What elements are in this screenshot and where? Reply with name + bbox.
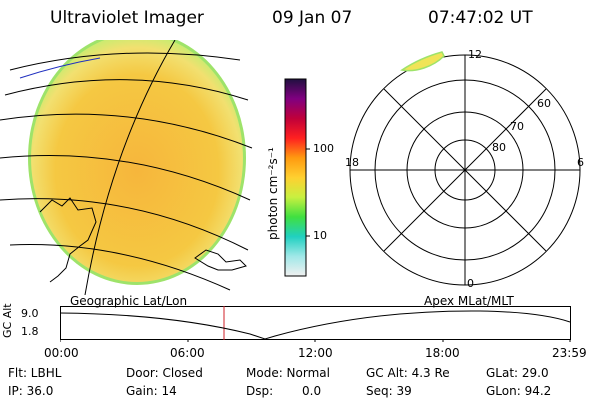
dsp-value: 0.0 xyxy=(302,384,322,398)
dsp-label: Dsp: xyxy=(246,384,274,398)
altitude-curve xyxy=(60,310,571,340)
coastline xyxy=(39,197,247,283)
coastline-blue xyxy=(19,57,101,79)
colorbar-tick-10: 10 xyxy=(313,229,327,242)
gc-alt-status: GC Alt: 4.3 Re xyxy=(366,366,450,380)
ip-status: IP: 36.0 xyxy=(8,384,54,398)
time-tick-2359: 23:59 xyxy=(552,346,587,360)
latitude-lines xyxy=(0,52,253,291)
image-date: 09 Jan 07 xyxy=(272,8,353,28)
mlt-label-18: 18 xyxy=(345,156,359,169)
alt-tick-9: 9.0 xyxy=(21,307,39,320)
meridian-line xyxy=(84,40,176,295)
glon-status: GLon: 94.2 xyxy=(486,384,552,398)
time-tick-0600: 06:00 xyxy=(170,346,205,360)
mlat-label-70: 70 xyxy=(510,120,524,133)
apex-caption: Apex MLat/MLT xyxy=(424,294,514,308)
uv-image-geographic xyxy=(0,40,253,295)
mlt-label-12: 12 xyxy=(468,48,482,61)
seq-status: Seq: 39 xyxy=(366,384,412,398)
mlat-label-80: 80 xyxy=(492,141,506,154)
door-status: Door: Closed xyxy=(126,366,203,380)
mode-status: Mode: Normal xyxy=(246,366,330,380)
polar-diagonal-2 xyxy=(383,88,547,252)
image-time: 07:47:02 UT xyxy=(428,8,533,28)
auroral-patch xyxy=(400,51,445,72)
color-scale-bar xyxy=(284,78,310,277)
mlat-label-60: 60 xyxy=(537,97,551,110)
filter-status: Flt: LBHL xyxy=(8,366,62,380)
mlt-label-6: 6 xyxy=(577,156,584,169)
time-tick-1800: 18:00 xyxy=(425,346,460,360)
colorbar-tick-100: 100 xyxy=(313,142,334,155)
gain-status: Gain: 14 xyxy=(126,384,177,398)
geographic-caption: Geographic Lat/Lon xyxy=(70,294,188,308)
gc-alt-axis-label: GC Alt xyxy=(1,303,14,338)
time-tick-0000: 00:00 xyxy=(44,346,79,360)
mlt-label-0: 0 xyxy=(467,277,474,290)
colorbar-unit-label: photon cm⁻²s⁻¹ xyxy=(266,147,280,240)
alt-tick-1-8: 1.8 xyxy=(21,325,39,338)
polar-plot-mlat-mlt xyxy=(349,51,581,286)
glat-status: GLat: 29.0 xyxy=(486,366,549,380)
imager-title: Ultraviolet Imager xyxy=(50,8,204,28)
earth-disk xyxy=(28,40,246,285)
time-tick-1200: 12:00 xyxy=(298,346,333,360)
altitude-timeline xyxy=(60,306,571,342)
